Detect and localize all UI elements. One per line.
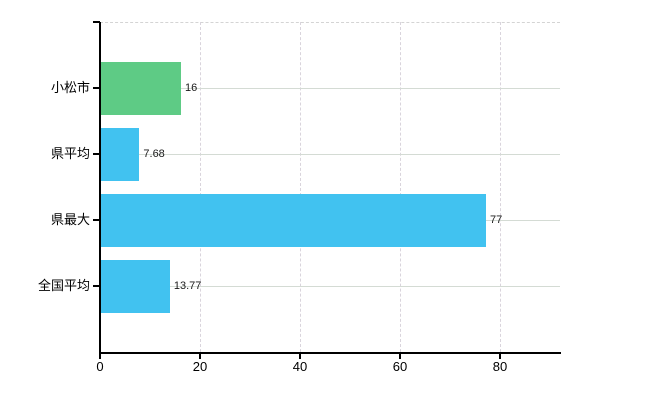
- bar-value-label: 7.68: [143, 148, 165, 160]
- gridline-vertical: [200, 22, 201, 352]
- bar-value-label: 77: [490, 214, 503, 226]
- x-tick-label: 40: [292, 359, 308, 374]
- x-axis-tick: [399, 353, 401, 359]
- y-axis-tick: [93, 87, 100, 89]
- gridline-vertical: [500, 22, 501, 352]
- bar: [101, 127, 140, 181]
- y-axis-tick: [93, 285, 100, 287]
- gridline-horizontal: [100, 286, 560, 287]
- gridline-horizontal: [100, 88, 560, 89]
- x-tick-label: 60: [392, 359, 408, 374]
- plot-top-border: [100, 22, 560, 23]
- x-axis-tick: [99, 353, 101, 359]
- y-tick-label: 小松市: [50, 80, 90, 95]
- x-axis-tick: [499, 353, 501, 359]
- x-axis-line: [99, 352, 561, 354]
- y-axis-line: [99, 22, 101, 353]
- bar-value-label: 13.77: [173, 280, 202, 292]
- bar: [101, 193, 486, 247]
- gridline-horizontal: [100, 154, 560, 155]
- x-tick-label: 20: [192, 359, 208, 374]
- y-axis-top-tick: [93, 21, 100, 23]
- bar: [101, 61, 181, 115]
- bar: [101, 259, 170, 313]
- y-axis-tick: [93, 219, 100, 221]
- gridline-vertical: [300, 22, 301, 352]
- y-axis-tick: [93, 153, 100, 155]
- y-tick-label: 県最大: [50, 212, 90, 227]
- y-tick-label: 全国平均: [37, 278, 90, 293]
- plot-area: 16 7.68 77 13.77: [100, 22, 560, 352]
- x-axis-tick: [199, 353, 201, 359]
- x-axis-tick: [299, 353, 301, 359]
- bar-value-label: 16: [185, 82, 198, 94]
- gridline-vertical: [400, 22, 401, 352]
- x-tick-label: 0: [96, 359, 104, 374]
- y-tick-label: 県平均: [50, 146, 90, 161]
- x-tick-label: 80: [492, 359, 508, 374]
